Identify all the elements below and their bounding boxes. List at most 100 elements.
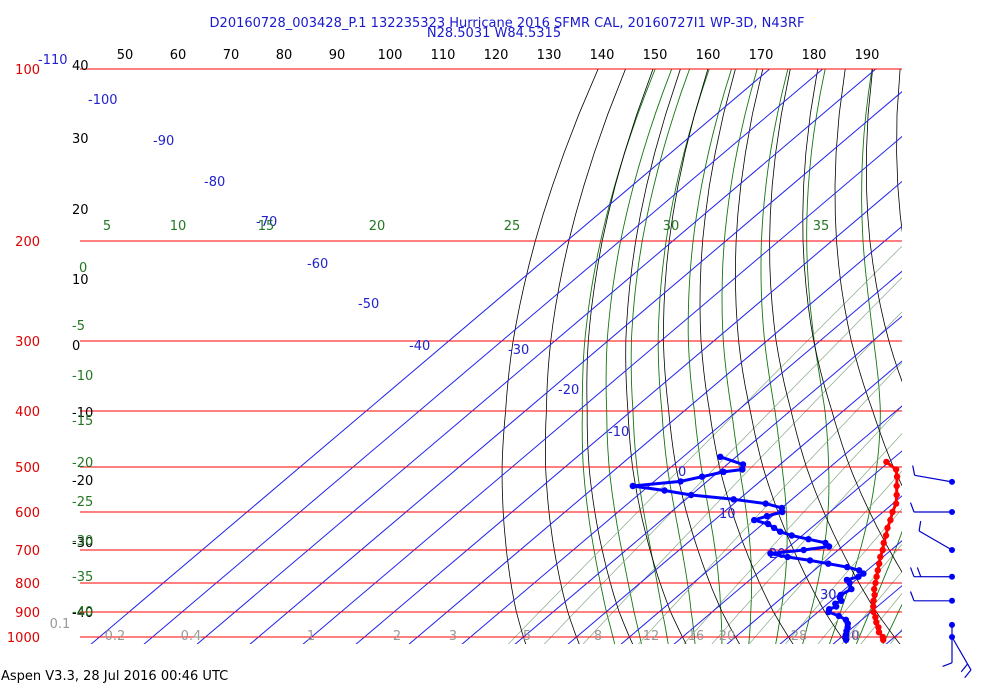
mixing-ratio-label: 28 <box>791 629 808 644</box>
isotherm-line <box>90 68 771 644</box>
dewpoint-point <box>784 553 791 561</box>
dry-adiabat-line <box>629 68 794 644</box>
isotherm-line <box>514 315 902 644</box>
temperature-point <box>882 532 890 539</box>
temperature-point <box>872 579 879 587</box>
moist-adiabat-line <box>581 68 656 644</box>
moist-adiabat-label: -15 <box>72 414 93 429</box>
isotherm-line <box>302 135 902 644</box>
isotherm-label: -70 <box>256 215 277 230</box>
mixing-ratio-line <box>582 311 902 644</box>
dry-adiabat-label: 10 <box>170 219 187 234</box>
temperature-point <box>893 473 901 480</box>
moist-adiabats-and-mixing-ratio-lines <box>507 68 1000 649</box>
dry-adiabat-line <box>962 69 1000 651</box>
dewpoint-point <box>661 487 668 494</box>
isotherm-line <box>620 405 902 644</box>
wind-barb <box>912 465 955 485</box>
temperature-point <box>877 553 884 561</box>
dry-adiabat-line <box>501 68 599 644</box>
mixing-ratio-line <box>784 508 902 644</box>
temperature-point <box>870 603 877 610</box>
top-temp-tick-140: 140 <box>590 48 615 63</box>
top-temp-tick-80: 80 <box>276 48 293 63</box>
dry-adiabat-line <box>890 68 902 70</box>
temperature-point <box>879 546 886 554</box>
footer-version-time: Aspen V3.3, 28 Jul 2016 00:46 UTC <box>1 669 229 684</box>
moist-adiabat-label: -25 <box>72 495 93 510</box>
isotherm-label: -20 <box>558 383 579 398</box>
temperature-point <box>871 591 878 599</box>
dry-adiabat-line <box>843 68 902 70</box>
dewpoint-point <box>855 573 862 580</box>
mixing-ratio-label: 0.2 <box>105 629 126 644</box>
dewpoint-point <box>825 560 832 567</box>
dewpoint-point <box>777 528 784 535</box>
dry-adiabat-line <box>582 68 687 644</box>
dry-adiabat-line <box>938 69 1000 651</box>
dry-adiabat-label: 20 <box>369 219 386 234</box>
isotherm-line <box>408 225 902 644</box>
dewpoint-point <box>629 482 636 490</box>
dry-adiabat-line <box>986 69 1000 651</box>
wind-barb <box>909 502 955 515</box>
dry-adiabat-line <box>748 68 902 383</box>
isotherm-line <box>885 629 902 644</box>
pressure-label-500: 500 <box>15 461 40 476</box>
isotherm-line <box>143 68 824 644</box>
dewpoint-point <box>843 576 851 584</box>
dewpoint-point <box>805 536 812 543</box>
dry-adiabat-line <box>867 68 902 70</box>
isotherm-line <box>779 540 902 644</box>
dewpoint-point <box>717 453 724 460</box>
mixing-ratio-line <box>841 570 902 644</box>
isotherms <box>90 68 902 644</box>
dewpoint-point <box>763 512 771 520</box>
pressure-label-300: 300 <box>15 335 40 350</box>
dry-adiabat-line <box>677 68 901 644</box>
dewpoint-point <box>837 591 844 599</box>
height-label: -10 <box>72 406 93 421</box>
isobars <box>80 68 902 638</box>
temperature-point <box>870 597 877 604</box>
height-label: 20 <box>72 203 89 218</box>
mixing-ratio-label: 1 <box>307 629 315 644</box>
isotherm-line <box>726 495 902 644</box>
wind-barb <box>949 634 972 679</box>
temperature-point <box>873 573 880 580</box>
isotherm-line <box>355 180 902 644</box>
dewpoint-point <box>720 468 727 476</box>
mixing-ratio-line <box>637 362 902 644</box>
wind-barb <box>909 567 955 580</box>
mixing-ratio-label: 0.4 <box>181 629 202 644</box>
moist-adiabat-line <box>760 68 789 644</box>
isotherm-label: -10 <box>608 425 629 440</box>
pressure-label-600: 600 <box>15 506 40 521</box>
isotherm-line <box>567 360 902 644</box>
mixing-ratio-label: 12 <box>643 629 660 644</box>
top-temp-tick-110: 110 <box>431 48 456 63</box>
moist-adiabat-line <box>907 69 1000 649</box>
temperature-point <box>876 560 883 567</box>
pressure-label-800: 800 <box>15 577 40 592</box>
dewpoint-point <box>844 563 851 571</box>
mixing-ratio-line <box>817 543 902 644</box>
dewpoint-point <box>800 546 807 554</box>
pressure-label-1000: 1000 <box>7 631 40 646</box>
dewpoint-point <box>835 612 842 620</box>
top-temp-tick-100: 100 <box>378 48 403 63</box>
dewpoint-point <box>826 606 833 613</box>
dry-adiabat-line <box>724 68 902 487</box>
moist-adiabat-label: 0 <box>79 261 87 276</box>
moist-adiabat-label: -10 <box>72 369 93 384</box>
isotherm-label: -40 <box>409 339 430 354</box>
isotherm-label: -50 <box>358 297 379 312</box>
dry-adiabat-line <box>534 68 627 644</box>
moist-adiabat-label: -20 <box>72 456 93 471</box>
dewpoint-point <box>848 585 855 593</box>
dewpoint-point <box>698 473 706 480</box>
dry-adiabat-line <box>819 68 902 70</box>
pressure-label-700: 700 <box>15 544 40 559</box>
height-label: 30 <box>72 132 89 147</box>
dewpoint-point <box>767 550 774 557</box>
